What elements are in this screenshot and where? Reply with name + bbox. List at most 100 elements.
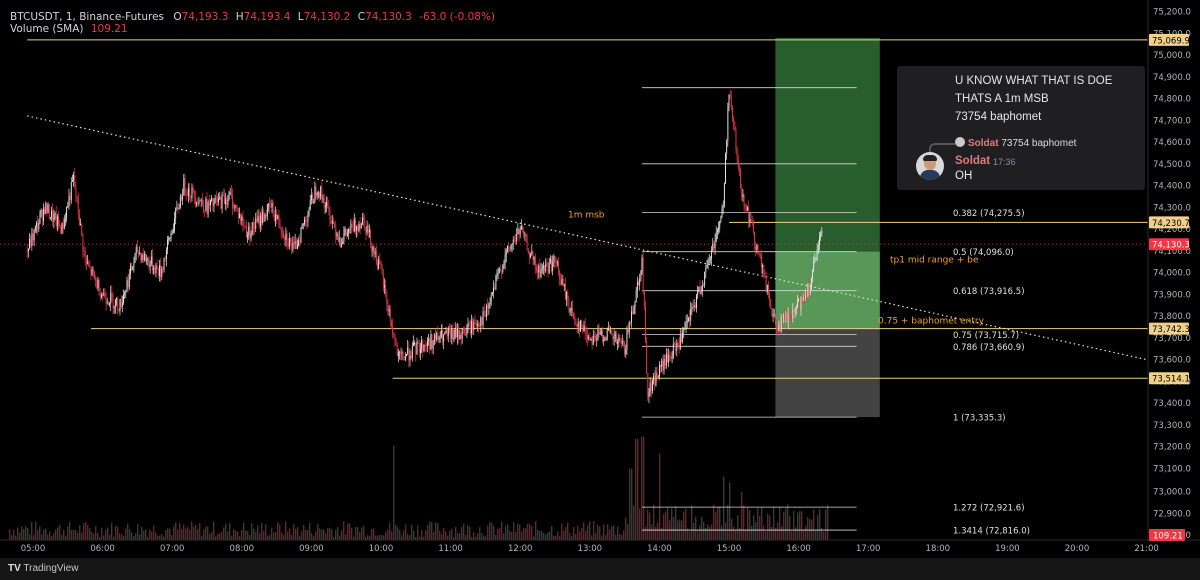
volume-bar (401, 535, 403, 540)
volume-bar (749, 509, 751, 540)
symbol-label[interactable]: BTCUSDT, 1, Binance-Futures (10, 11, 165, 23)
candle-body (461, 328, 463, 339)
annotation-label[interactable]: tp1 mid range + be (890, 256, 979, 266)
candle-body (515, 240, 517, 242)
candle-body (425, 345, 427, 347)
candle-body (614, 334, 616, 337)
stop-zone[interactable] (775, 328, 880, 418)
candle-body (184, 178, 186, 192)
candle-body (400, 351, 402, 354)
candle-body (751, 221, 753, 223)
volume-bar (573, 526, 575, 540)
time-tick-label: 08:00 (230, 544, 255, 554)
volume-bar (539, 530, 541, 540)
volume-bar (139, 534, 141, 540)
candle-body (793, 309, 795, 313)
volume-bar (199, 522, 201, 540)
volume-bar (345, 534, 347, 540)
candle-body (218, 197, 220, 202)
volume-bar (209, 533, 211, 540)
volume-bar (575, 533, 577, 540)
volume-bar (441, 534, 443, 540)
volume-bar (141, 527, 143, 540)
candle-body (171, 232, 173, 234)
price-tick-label: 74,700.0 (1153, 116, 1191, 126)
candle-body (544, 265, 546, 272)
candle-body (570, 307, 572, 311)
candle-body (38, 223, 40, 230)
candle-body (281, 233, 283, 235)
volume-indicator-header[interactable]: Volume (SMA) 109.21 (10, 23, 128, 35)
candle-body (493, 287, 494, 293)
volume-bar (547, 532, 549, 540)
volume-bar (185, 528, 187, 540)
trendline[interactable] (27, 115, 1147, 361)
volume-bar (175, 522, 177, 540)
volume-badge[interactable] (1149, 529, 1185, 541)
level-price-badge[interactable] (1149, 322, 1189, 335)
price-tick-label: 74,800.0 (1153, 95, 1191, 105)
volume-bar (213, 521, 215, 540)
candle-body (812, 270, 813, 278)
candle-body (335, 226, 337, 237)
volume-bar (567, 522, 569, 540)
volume-bar (223, 527, 225, 540)
user-avatar-icon[interactable] (916, 152, 944, 180)
candle-body (558, 262, 559, 271)
candle-body (773, 314, 775, 316)
candle-body (712, 243, 714, 251)
candle-body (60, 226, 62, 234)
level-price-badge[interactable] (1149, 33, 1189, 46)
candle-body (610, 330, 612, 332)
candle-body (551, 259, 552, 272)
annotation-label[interactable]: 1m msb (568, 210, 605, 220)
candle-body (266, 204, 268, 217)
volume-bar (191, 521, 193, 540)
candle-body (324, 206, 326, 208)
candle-body (525, 234, 527, 237)
chat-username[interactable]: Soldat (955, 155, 991, 167)
candle-body (263, 211, 265, 222)
candle-body (149, 263, 151, 268)
candle-body (445, 330, 447, 334)
candle-body (617, 341, 619, 344)
candle-body (58, 216, 59, 224)
price-axis[interactable] (1148, 0, 1200, 558)
candle-body (26, 250, 28, 252)
candle-body (529, 254, 530, 258)
candle-body (762, 265, 764, 267)
volume-bar (633, 505, 635, 540)
volume-bar (755, 522, 757, 540)
level-price-badge[interactable] (1149, 372, 1189, 385)
volume-bar (715, 512, 717, 540)
volume-bar (57, 527, 59, 540)
candle-body (786, 316, 788, 323)
candle-body (560, 279, 562, 285)
candle-body (686, 321, 688, 323)
candle-body (452, 328, 454, 340)
volume-bar (671, 508, 673, 540)
candle-body (671, 356, 673, 359)
time-axis[interactable] (0, 540, 1200, 558)
candle-body (321, 186, 323, 200)
volume-bar (563, 530, 565, 540)
volume-bar (9, 529, 11, 540)
candle-body (814, 259, 816, 262)
chat-message: OH (955, 170, 973, 182)
chat-line-3: 73754 baphomet (955, 111, 1042, 123)
annotation-label[interactable]: 0.75 + baphomet entry (878, 317, 985, 327)
candle-body (48, 204, 50, 219)
level-price-badge[interactable] (1149, 216, 1189, 229)
volume-bar (363, 526, 365, 540)
volume-bar (311, 533, 313, 540)
candle-body (198, 200, 200, 205)
candle-body (125, 290, 127, 294)
reply-preview[interactable]: Soldat 73754 baphomet (955, 137, 1076, 149)
candle-body (587, 335, 588, 339)
candle-body (303, 219, 305, 224)
last-price-badge[interactable] (1149, 238, 1189, 251)
tradingview-logo[interactable]: TV TradingView (8, 563, 78, 574)
volume-bar (79, 525, 81, 540)
volume-bar (253, 528, 255, 540)
candle-body (568, 303, 570, 312)
